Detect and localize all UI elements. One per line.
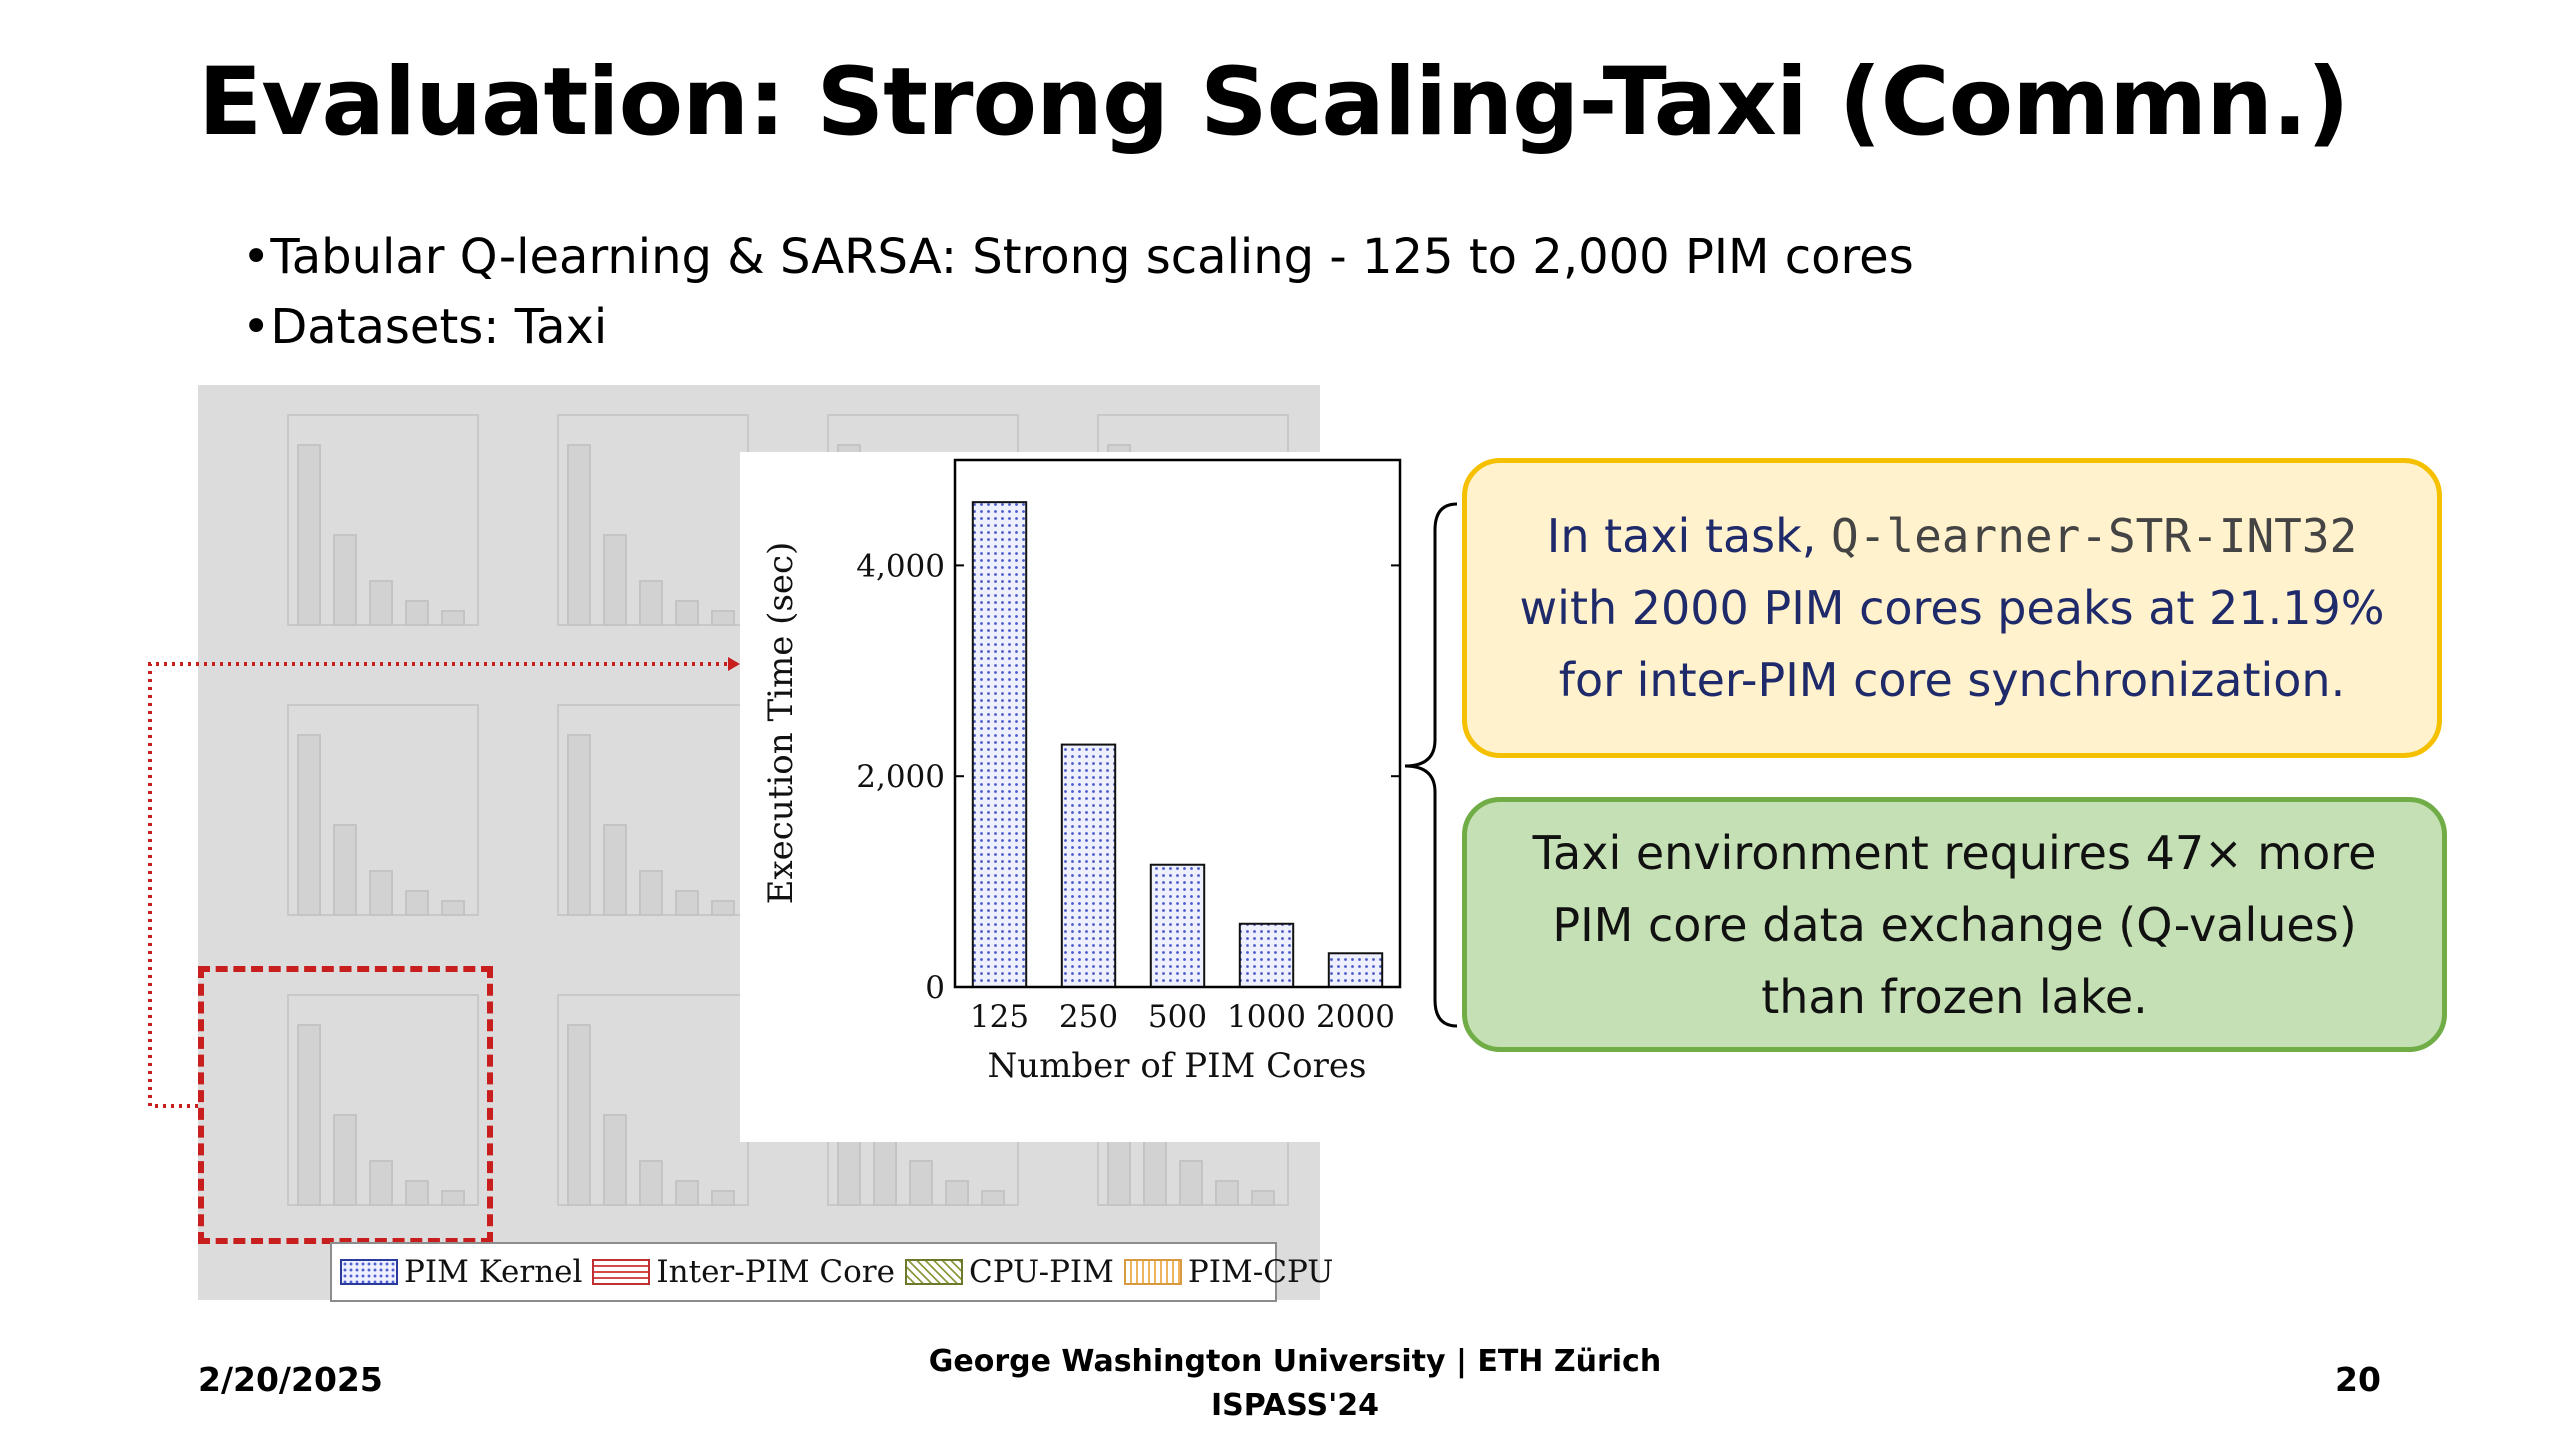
faded-bar	[603, 1114, 627, 1206]
execution-time-bar-chart: 0 2,000 4,000 125 250 500 1000 2000 Execution …	[761, 458, 1402, 1086]
faded-bar	[711, 900, 735, 916]
x-tick-label: 2000	[1316, 999, 1395, 1035]
faded-bar	[909, 1160, 933, 1206]
connector-arrow	[148, 657, 740, 1108]
footer-org: George Washington University | ETH Züric…	[928, 1344, 1662, 1379]
faded-bar	[369, 870, 393, 916]
cpu-pim-swatch-icon	[904, 1259, 963, 1285]
pim-cpu-swatch-icon	[1123, 1259, 1182, 1285]
legend-item-inter-pim: Inter-PIM Core	[592, 1254, 895, 1290]
faded-mini-chart	[557, 994, 749, 1206]
faded-bar	[639, 580, 663, 626]
faded-bar	[297, 444, 321, 626]
slide-title: Evaluation: Strong Scaling-Taxi (Commn.)	[198, 48, 2350, 157]
chart-legend: PIM Kernel Inter-PIM Core CPU-PIM PIM-CP…	[330, 1242, 1333, 1302]
faded-bar	[675, 890, 699, 916]
faded-bar	[1251, 1190, 1275, 1206]
faded-bar	[675, 1180, 699, 1206]
y-tick-label: 0	[925, 970, 945, 1006]
faded-bar	[333, 534, 357, 626]
callout-sync-peak: In taxi task, Q-learner-STR-INT32 with 2…	[1462, 458, 2442, 758]
callout-data-exchange: Taxi environment requires 47× more PIM c…	[1462, 797, 2447, 1052]
x-tick-label: 250	[1059, 999, 1118, 1035]
bar-250	[1060, 743, 1117, 988]
footer-venue: ISPASS'24	[1210, 1388, 1380, 1423]
x-tick-label: 1000	[1227, 999, 1306, 1035]
faded-bar	[441, 1190, 465, 1206]
page-number: 20	[2335, 1360, 2381, 1399]
bar-125	[971, 501, 1028, 988]
faded-bar	[369, 1160, 393, 1206]
highlight-dashed-box	[198, 966, 493, 1244]
faded-bar	[639, 1160, 663, 1206]
x-tick-label: 500	[1148, 999, 1207, 1035]
y-axis-label: Execution Time (sec)	[761, 542, 801, 905]
legend-item-cpu-pim: CPU-PIM	[904, 1254, 1114, 1290]
legend-label: CPU-PIM	[968, 1254, 1114, 1290]
y-tick-label: 2,000	[856, 759, 945, 795]
legend-label: PIM-CPU	[1187, 1254, 1334, 1290]
x-axis-label: Number of PIM Cores	[988, 1046, 1367, 1086]
faded-bar	[441, 900, 465, 916]
faded-bar	[297, 1024, 321, 1206]
faded-bar	[405, 1180, 429, 1206]
bullet-list: •Tabular Q-learning & SARSA: Strong scal…	[242, 222, 1914, 362]
callout-text: In taxi task, Q-learner-STR-INT32 with 2…	[1497, 500, 2407, 716]
faded-bar	[1215, 1180, 1239, 1206]
faded-bar	[405, 890, 429, 916]
chart-card: 0 2,000 4,000 125 250 500 1000 2000 Execution …	[740, 452, 1420, 1142]
faded-bar	[603, 534, 627, 626]
pim-kernel-swatch-icon	[340, 1259, 398, 1285]
legend-item-pim-cpu: PIM-CPU	[1123, 1254, 1334, 1290]
faded-bar	[441, 610, 465, 626]
faded-bar	[639, 870, 663, 916]
faded-bar	[711, 1190, 735, 1206]
plot-frame	[953, 458, 1402, 989]
faded-mini-chart	[287, 414, 479, 626]
curly-brace-icon	[1404, 502, 1458, 1028]
faded-mini-chart	[287, 994, 479, 1206]
callout-prefix: In taxi task,	[1546, 509, 1832, 563]
bullet-item: •Tabular Q-learning & SARSA: Strong scal…	[242, 229, 1914, 285]
faded-bar	[333, 824, 357, 916]
faded-bar	[675, 600, 699, 626]
faded-bar	[297, 734, 321, 916]
inter-pim-swatch-icon	[592, 1259, 651, 1285]
x-tick-label: 125	[970, 999, 1029, 1035]
legend-item-pim-kernel: PIM Kernel	[340, 1254, 582, 1290]
faded-bar	[333, 1114, 357, 1206]
callout-code: Q-learner-STR-INT32	[1831, 509, 2358, 563]
faded-bar	[1179, 1160, 1203, 1206]
faded-bar	[603, 824, 627, 916]
callout-text: Taxi environment requires 47× more PIM c…	[1532, 825, 2377, 1024]
legend-label: PIM Kernel	[404, 1254, 583, 1290]
faded-bar	[711, 610, 735, 626]
faded-bar	[945, 1180, 969, 1206]
footer-date: 2/20/2025	[198, 1360, 383, 1399]
faded-bar	[567, 444, 591, 626]
faded-bar	[981, 1190, 1005, 1206]
faded-mini-chart	[557, 704, 749, 916]
faded-bar	[369, 580, 393, 626]
legend-label: Inter-PIM Core	[656, 1254, 895, 1290]
faded-mini-chart	[287, 704, 479, 916]
faded-bar	[405, 600, 429, 626]
bar-2000	[1327, 952, 1384, 989]
callout-suffix: with 2000 PIM cores peaks at 21.19% for …	[1519, 581, 2385, 707]
footer-affiliation: George Washington University | ETH Züric…	[900, 1340, 1690, 1428]
bullet-item: •Datasets: Taxi	[242, 299, 608, 355]
faded-bar	[567, 734, 591, 916]
arrow-head-icon	[728, 657, 740, 671]
y-tick-label: 4,000	[856, 548, 945, 584]
bar-500	[1149, 863, 1206, 988]
bar-1000	[1238, 922, 1295, 989]
faded-bar	[567, 1024, 591, 1206]
